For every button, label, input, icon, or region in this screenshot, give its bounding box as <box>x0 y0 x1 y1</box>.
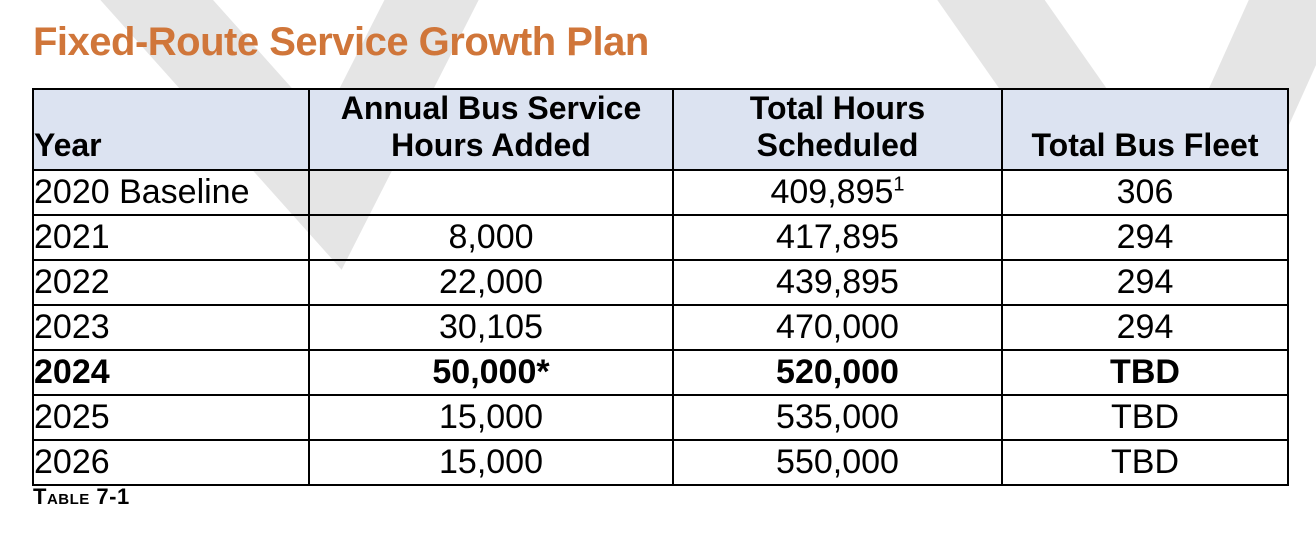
table-row-2020-baseline: 2020 Baseline 409,8951 306 <box>32 169 1289 216</box>
table-row-2025: 2025 15,000 535,000 TBD <box>32 394 1289 441</box>
cell-year: 2024 <box>32 349 310 396</box>
cell-fleet: 294 <box>1001 304 1289 351</box>
cell-hours-added: 50,000* <box>308 349 674 396</box>
cell-hours-added-shaded <box>308 169 674 216</box>
header-label: Year <box>34 127 102 163</box>
cell-total-hours: 535,000 <box>672 394 1003 441</box>
header-label: Hours Added <box>391 127 591 163</box>
table-row-2021: 2021 8,000 417,895 294 <box>32 214 1289 261</box>
table-row-2026: 2026 15,000 550,000 TBD <box>32 439 1289 486</box>
cell-fleet: TBD <box>1001 439 1289 486</box>
cell-year: 2020 Baseline <box>32 169 310 216</box>
column-header-total-hours: Total Hours Scheduled <box>672 88 1003 171</box>
cell-total-hours: 470,000 <box>672 304 1003 351</box>
cell-year: 2022 <box>32 259 310 306</box>
total-hours-value: 409,895 <box>770 173 894 211</box>
cell-hours-added: 30,105 <box>308 304 674 351</box>
cell-hours-added: 8,000 <box>308 214 674 261</box>
page-title: Fixed-Route Service Growth Plan <box>33 20 649 64</box>
cell-total-hours: 439,895 <box>672 259 1003 306</box>
cell-hours-added: 15,000 <box>308 439 674 486</box>
table-row-2023: 2023 30,105 470,000 294 <box>32 304 1289 351</box>
table-row-2022: 2022 22,000 439,895 294 <box>32 259 1289 306</box>
growth-plan-table: Year Annual Bus Service Hours Added Tota… <box>32 88 1289 486</box>
footnote-marker: 1 <box>893 173 905 196</box>
table-row-2024: 2024 50,000* 520,000 TBD <box>32 349 1289 396</box>
cell-fleet: TBD <box>1001 349 1289 396</box>
cell-year: 2023 <box>32 304 310 351</box>
header-label: Total Bus Fleet <box>1031 127 1259 163</box>
cell-total-hours: 417,895 <box>672 214 1003 261</box>
header-label: Annual Bus Service <box>340 90 642 126</box>
cell-fleet: 306 <box>1001 169 1289 216</box>
cell-fleet: TBD <box>1001 394 1289 441</box>
column-header-year: Year <box>32 88 310 171</box>
cell-year: 2026 <box>32 439 310 486</box>
cell-hours-added: 15,000 <box>308 394 674 441</box>
column-header-hours-added: Annual Bus Service Hours Added <box>308 88 674 171</box>
cell-year: 2021 <box>32 214 310 261</box>
header-label: Total Hours <box>749 90 926 126</box>
cell-fleet: 294 <box>1001 214 1289 261</box>
cell-hours-added: 22,000 <box>308 259 674 306</box>
header-label: Scheduled <box>756 127 919 163</box>
cell-total-hours: 520,000 <box>672 349 1003 396</box>
header-row: Year Annual Bus Service Hours Added Tota… <box>32 88 1289 171</box>
cell-total-hours: 550,000 <box>672 439 1003 486</box>
cell-fleet: 294 <box>1001 259 1289 306</box>
column-header-fleet: Total Bus Fleet <box>1001 88 1289 171</box>
table-caption: Table 7-1 <box>33 484 130 509</box>
cell-year: 2025 <box>32 394 310 441</box>
cell-total-hours: 409,8951 <box>672 169 1003 216</box>
